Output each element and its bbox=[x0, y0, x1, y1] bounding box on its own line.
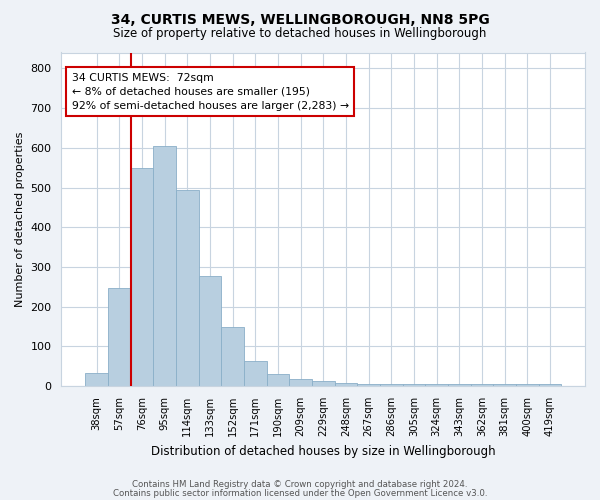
Bar bbox=[470, 384, 493, 386]
Text: Size of property relative to detached houses in Wellingborough: Size of property relative to detached ho… bbox=[113, 28, 487, 40]
Bar bbox=[516, 384, 539, 386]
Y-axis label: Number of detached properties: Number of detached properties bbox=[15, 132, 25, 307]
Bar bbox=[244, 361, 266, 386]
Bar bbox=[380, 384, 403, 386]
Bar bbox=[289, 379, 312, 386]
Bar bbox=[493, 384, 516, 386]
Bar bbox=[335, 384, 357, 386]
Bar bbox=[403, 384, 425, 386]
Bar bbox=[221, 328, 244, 386]
X-axis label: Distribution of detached houses by size in Wellingborough: Distribution of detached houses by size … bbox=[151, 444, 496, 458]
Bar bbox=[131, 168, 153, 386]
Bar bbox=[199, 276, 221, 386]
Bar bbox=[85, 374, 108, 386]
Bar bbox=[266, 374, 289, 386]
Text: 34, CURTIS MEWS, WELLINGBOROUGH, NN8 5PG: 34, CURTIS MEWS, WELLINGBOROUGH, NN8 5PG bbox=[110, 12, 490, 26]
Bar bbox=[108, 288, 131, 386]
Text: Contains public sector information licensed under the Open Government Licence v3: Contains public sector information licen… bbox=[113, 488, 487, 498]
Bar bbox=[312, 382, 335, 386]
Bar bbox=[448, 384, 470, 386]
Bar bbox=[176, 190, 199, 386]
Text: 34 CURTIS MEWS:  72sqm
← 8% of detached houses are smaller (195)
92% of semi-det: 34 CURTIS MEWS: 72sqm ← 8% of detached h… bbox=[72, 72, 349, 110]
Bar bbox=[357, 384, 380, 386]
Bar bbox=[539, 384, 561, 386]
Text: Contains HM Land Registry data © Crown copyright and database right 2024.: Contains HM Land Registry data © Crown c… bbox=[132, 480, 468, 489]
Bar bbox=[425, 384, 448, 386]
Bar bbox=[153, 146, 176, 386]
